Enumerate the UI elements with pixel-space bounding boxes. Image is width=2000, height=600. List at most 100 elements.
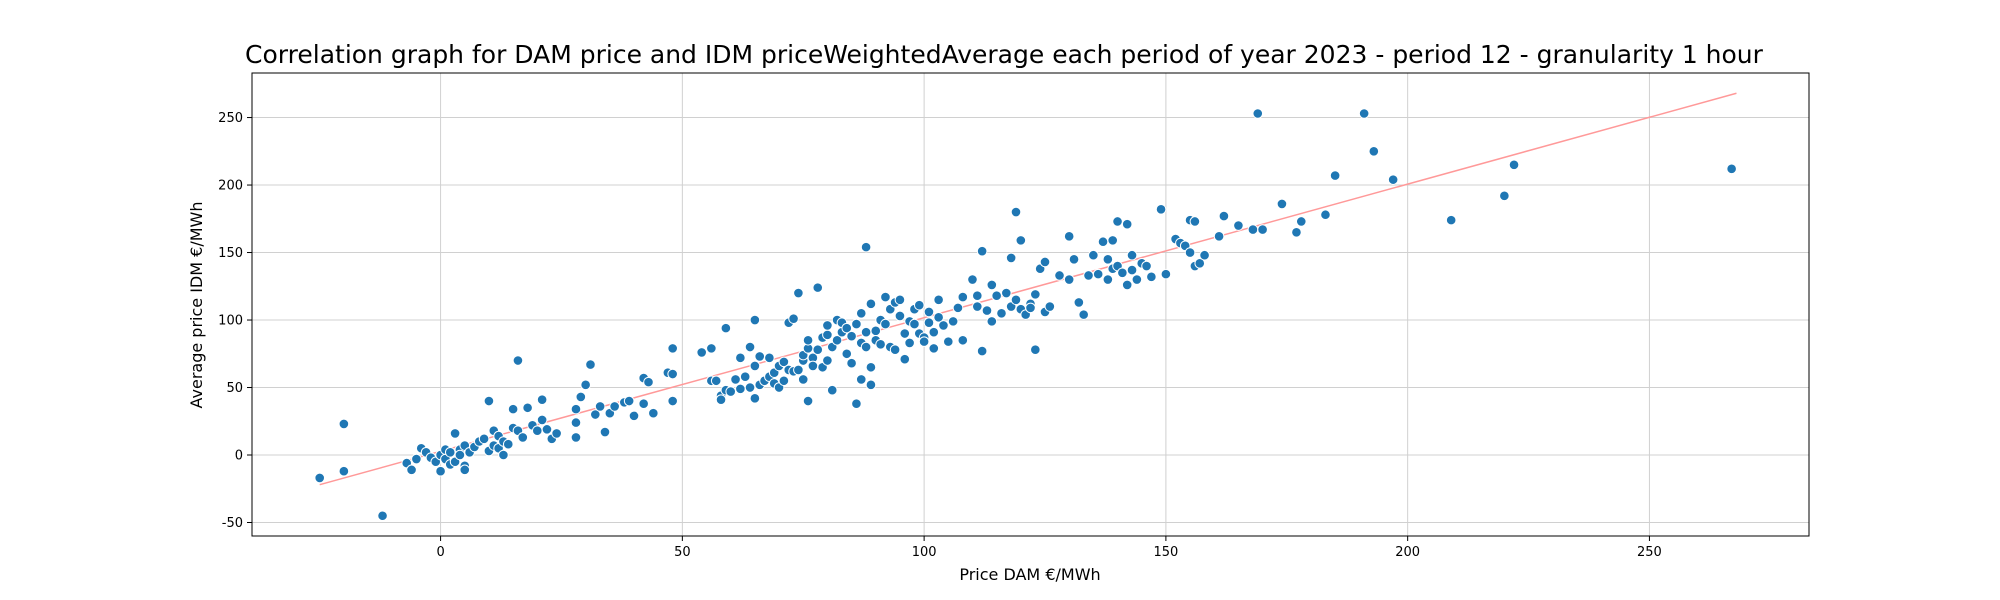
data-point (517, 432, 529, 443)
data-point (909, 318, 920, 330)
data-point (972, 290, 983, 302)
data-point (933, 294, 944, 306)
data-point (880, 318, 891, 330)
data-point (1030, 344, 1041, 356)
data-point (1107, 235, 1119, 246)
data-point (735, 352, 746, 364)
data-point (744, 382, 756, 393)
data-point (1068, 253, 1080, 265)
data-point (667, 368, 678, 380)
data-point (875, 339, 886, 350)
data-point (710, 375, 722, 387)
data-point (967, 274, 978, 285)
data-point (846, 357, 857, 369)
data-point (1199, 249, 1210, 261)
data-point (638, 398, 649, 410)
data-point (1121, 279, 1133, 291)
data-point (996, 307, 1007, 319)
trend-line (319, 92, 1737, 486)
data-point (1387, 174, 1399, 185)
data-point (541, 424, 553, 435)
data-point (512, 355, 524, 366)
data-point (643, 376, 654, 388)
data-point (623, 395, 635, 407)
data-point (1320, 209, 1331, 221)
y-tick-label: 150 (218, 246, 243, 261)
data-point (991, 290, 1002, 302)
data-point (1160, 268, 1172, 280)
data-point (860, 326, 872, 338)
data-point (1054, 270, 1065, 281)
data-point (1508, 159, 1520, 171)
data-point (860, 341, 872, 353)
data-point (749, 360, 761, 372)
data-point (1010, 206, 1022, 218)
data-point (1257, 224, 1268, 235)
data-point (570, 417, 582, 428)
data-point (502, 438, 514, 450)
data-point (478, 433, 490, 445)
data-point (1155, 204, 1167, 215)
data-point (942, 336, 954, 347)
y-tick-label: 50 (226, 381, 243, 396)
data-point (807, 360, 819, 372)
data-point (459, 464, 471, 476)
data-point (1039, 256, 1051, 268)
data-point (793, 364, 804, 376)
data-point (986, 316, 998, 327)
data-point (899, 353, 911, 365)
data-point (851, 318, 862, 330)
data-point (865, 298, 877, 310)
data-point (754, 351, 766, 362)
data-point (739, 371, 751, 383)
data-point (1102, 274, 1114, 285)
x-tick-label: 100 (912, 545, 937, 560)
data-point (826, 384, 838, 396)
data-points (314, 108, 1737, 522)
data-point (1126, 264, 1138, 276)
data-point (928, 326, 940, 338)
data-point (846, 330, 857, 342)
data-point (822, 329, 833, 341)
data-point (947, 316, 959, 327)
data-point (822, 355, 833, 366)
data-point (1010, 294, 1022, 306)
grid (252, 73, 1809, 536)
data-point (1213, 231, 1225, 242)
y-tick-label: 200 (218, 179, 243, 194)
data-point (822, 320, 833, 331)
data-point (778, 375, 790, 387)
data-point (483, 395, 495, 407)
data-point (594, 401, 606, 412)
data-point (599, 426, 611, 438)
data-point (1358, 108, 1370, 119)
data-point (609, 401, 620, 412)
data-point (1092, 268, 1104, 280)
data-point (778, 356, 790, 368)
data-point (1126, 249, 1138, 261)
data-point (1063, 231, 1075, 242)
data-point (696, 347, 707, 358)
data-point (1030, 289, 1041, 300)
data-point (764, 352, 775, 364)
data-point (976, 245, 988, 257)
data-point (744, 341, 756, 353)
data-point (928, 343, 940, 354)
data-point (1368, 145, 1380, 157)
data-point (981, 305, 993, 316)
y-tick-label: -50 (222, 516, 243, 531)
data-point (1218, 210, 1230, 222)
data-point (904, 337, 915, 349)
data-point (972, 301, 983, 312)
data-point (435, 465, 446, 477)
data-point (1073, 297, 1085, 308)
data-point (976, 345, 988, 357)
data-point (788, 313, 799, 324)
data-point (498, 449, 509, 461)
data-point (580, 379, 591, 391)
data-point (918, 336, 930, 347)
data-point (1499, 190, 1510, 202)
data-point (841, 348, 853, 360)
data-point (377, 510, 388, 522)
